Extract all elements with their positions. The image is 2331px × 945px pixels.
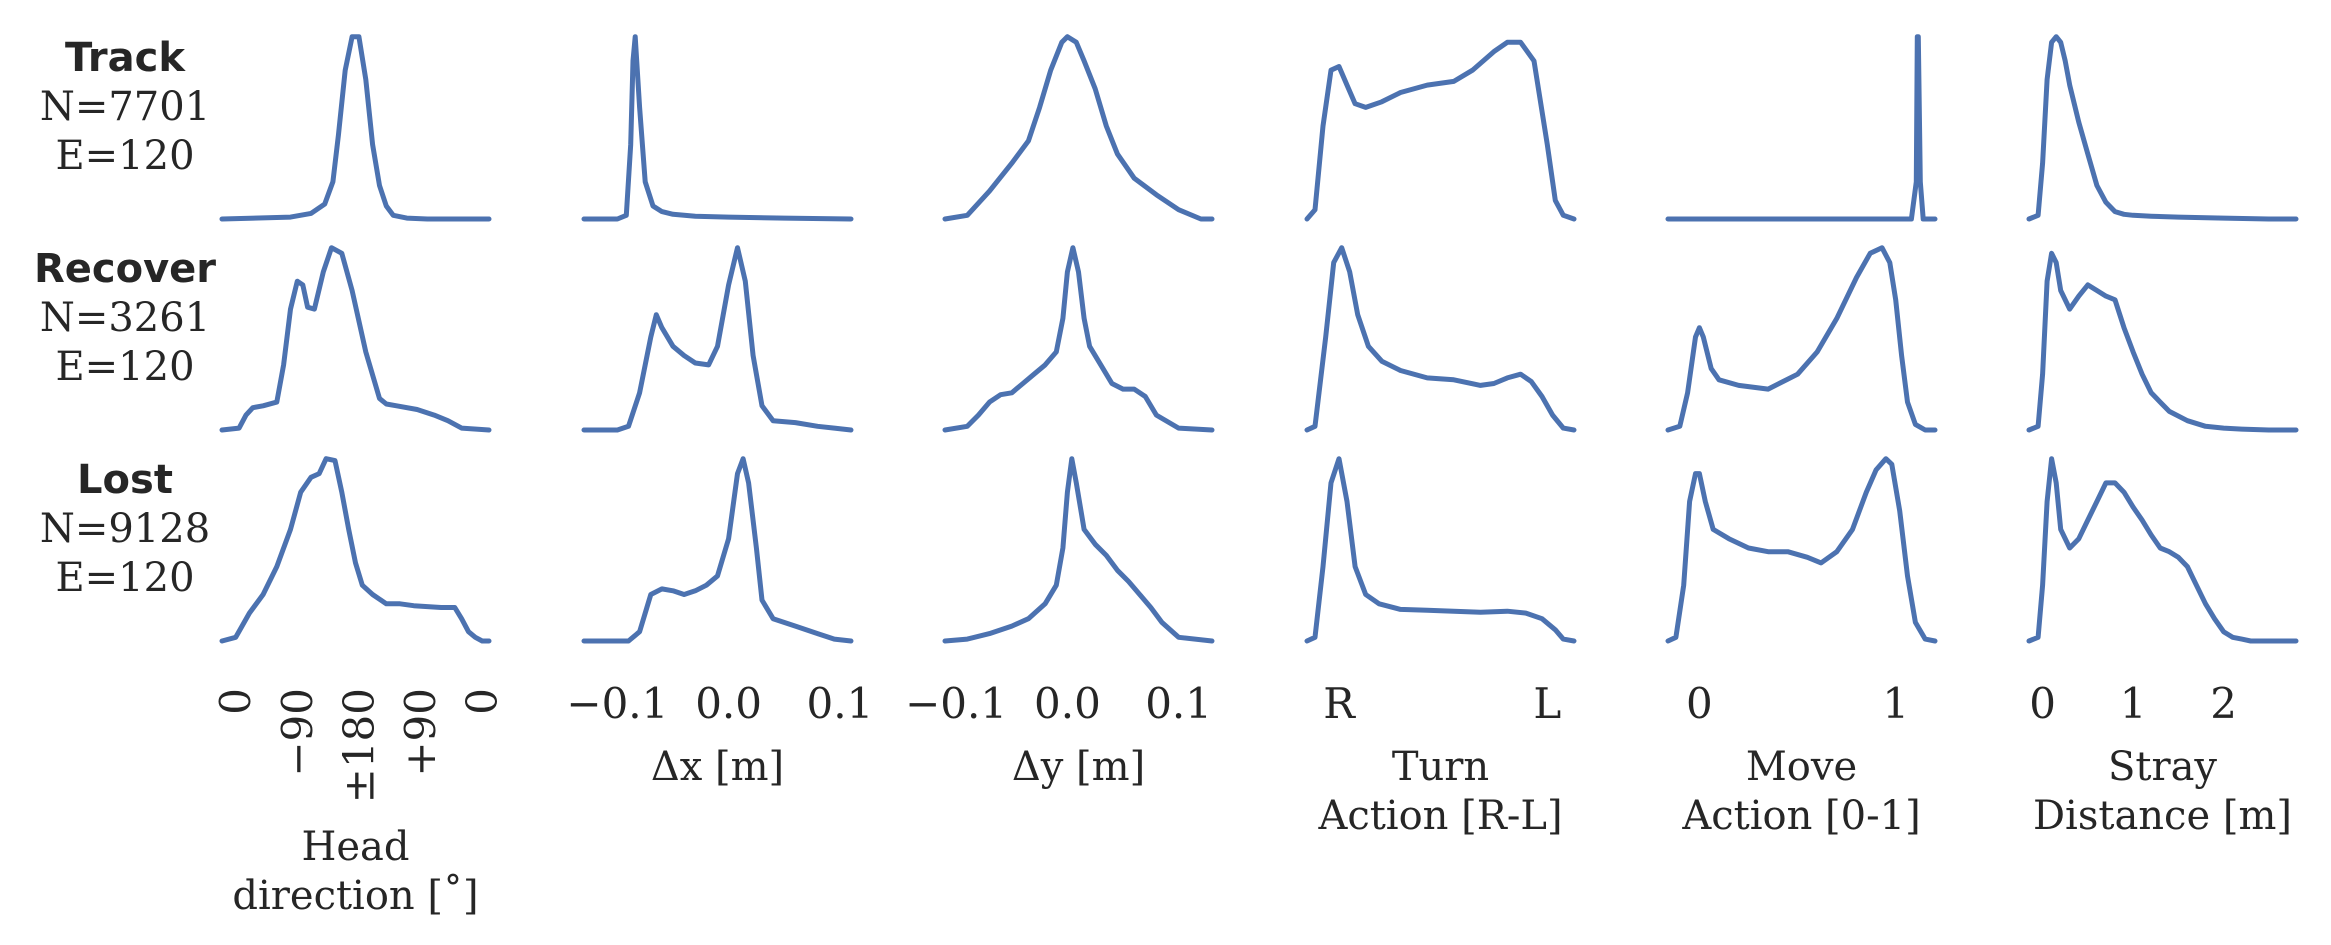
x-tick-label: −0.1	[566, 679, 668, 728]
density-curve	[1304, 245, 1577, 433]
density-curve	[2026, 34, 2299, 222]
x-axis-label: Action [0-1]	[1681, 793, 1920, 839]
row-label-n: N=3261	[40, 295, 210, 341]
density-curve	[1304, 456, 1577, 644]
x-tick-label: 0	[458, 688, 507, 715]
density-curve	[1665, 34, 1938, 222]
density-curve	[581, 456, 854, 644]
density-curve	[1665, 456, 1938, 644]
density-curve	[581, 245, 854, 433]
x-axis-label: Distance [m]	[2033, 793, 2292, 839]
x-axis-label: direction [˚]	[232, 873, 478, 919]
row-label-n: N=9128	[40, 506, 210, 552]
density-curve	[1304, 39, 1577, 222]
density-curve	[2026, 456, 2299, 644]
x-axis-label: Δy [m]	[1012, 744, 1145, 790]
x-tick-label: 0.1	[1145, 679, 1212, 728]
density-curve	[942, 456, 1215, 644]
x-tick-label: +90	[396, 688, 445, 777]
row-label-name: Recover	[34, 246, 216, 292]
row-label-name: Lost	[77, 457, 173, 503]
x-tick-label: 0.0	[1034, 679, 1101, 728]
x-tick-label: L	[1533, 679, 1561, 728]
x-axis-label: Move	[1746, 744, 1857, 790]
density-curve	[219, 34, 492, 222]
density-curve	[1665, 245, 1938, 433]
x-axis-label: Action [R-L]	[1317, 793, 1562, 839]
x-tick-label: −0.1	[905, 679, 1007, 728]
x-tick-label: 0	[211, 688, 260, 715]
density-curve	[581, 34, 854, 222]
density-curve	[942, 245, 1215, 433]
row-label-name: Track	[65, 35, 186, 81]
x-tick-label: 1	[2120, 679, 2147, 728]
x-tick-label: 1	[1882, 679, 1909, 728]
x-axis-label: Δx [m]	[651, 744, 784, 790]
x-axis-label: Stray	[2108, 744, 2217, 790]
density-curve	[219, 245, 492, 433]
row-label-e: E=120	[55, 555, 194, 601]
density-curve	[942, 34, 1215, 222]
x-tick-label: 0.1	[807, 679, 874, 728]
x-tick-label: 2	[2210, 679, 2237, 728]
x-tick-label: R	[1323, 679, 1356, 728]
density-curve	[219, 456, 492, 644]
x-axis-label: Head	[301, 824, 409, 870]
x-tick-label: −90	[273, 688, 322, 777]
x-axis-label: Turn	[1392, 744, 1489, 790]
row-label-n: N=7701	[40, 84, 210, 130]
density-curve	[2026, 250, 2299, 433]
x-tick-label: 0	[2029, 679, 2056, 728]
row-label-e: E=120	[55, 344, 194, 390]
x-tick-label: 0	[1686, 679, 1713, 728]
row-label-e: E=120	[55, 133, 194, 179]
x-tick-label: 0.0	[695, 679, 762, 728]
x-tick-label: ±180	[334, 688, 383, 803]
